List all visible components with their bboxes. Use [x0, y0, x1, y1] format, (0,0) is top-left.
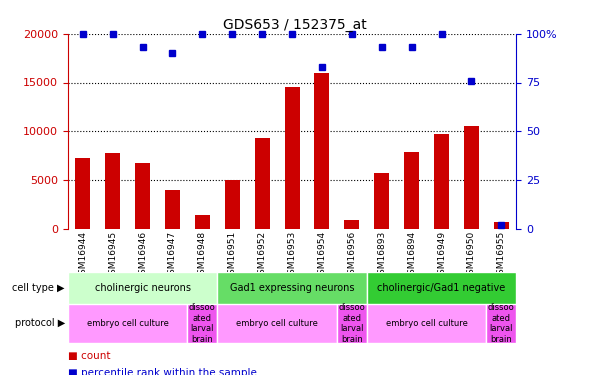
Bar — [337, 304, 367, 343]
Bar — [188, 304, 217, 343]
Text: GSM16949: GSM16949 — [437, 231, 446, 280]
Text: GSM16945: GSM16945 — [108, 231, 117, 280]
Bar — [314, 73, 329, 229]
Text: GSM16893: GSM16893 — [377, 231, 386, 280]
Bar — [217, 272, 367, 304]
Text: GDS653 / 152375_at: GDS653 / 152375_at — [223, 18, 367, 32]
Text: cell type ▶: cell type ▶ — [12, 283, 65, 293]
Bar — [284, 87, 300, 229]
Text: ■ count: ■ count — [68, 351, 110, 361]
Text: GSM16948: GSM16948 — [198, 231, 207, 280]
Bar — [217, 304, 337, 343]
Bar — [255, 138, 270, 229]
Text: GSM16946: GSM16946 — [138, 231, 147, 280]
Text: ■ percentile rank within the sample: ■ percentile rank within the sample — [68, 368, 257, 375]
Text: GSM16953: GSM16953 — [287, 231, 297, 280]
Text: GSM16944: GSM16944 — [78, 231, 87, 280]
Bar — [464, 126, 479, 229]
Text: GSM16894: GSM16894 — [407, 231, 416, 280]
Text: GSM16950: GSM16950 — [467, 231, 476, 280]
Text: GSM16955: GSM16955 — [497, 231, 506, 280]
Bar — [195, 215, 210, 229]
Text: GSM16947: GSM16947 — [168, 231, 177, 280]
Text: GSM16956: GSM16956 — [348, 231, 356, 280]
Bar — [434, 134, 449, 229]
Text: cholinergic/Gad1 negative: cholinergic/Gad1 negative — [378, 283, 506, 293]
Text: dissoo
ated
larval
brain: dissoo ated larval brain — [339, 303, 365, 344]
Bar — [165, 190, 180, 229]
Bar — [68, 272, 217, 304]
Bar — [494, 222, 509, 229]
Text: GSM16954: GSM16954 — [317, 231, 326, 280]
Bar — [404, 152, 419, 229]
Bar — [225, 180, 240, 229]
Bar — [345, 220, 359, 229]
Bar — [68, 304, 188, 343]
Text: protocol ▶: protocol ▶ — [15, 318, 65, 328]
Bar — [367, 304, 486, 343]
Bar — [486, 304, 516, 343]
Text: cholinergic neurons: cholinergic neurons — [94, 283, 191, 293]
Text: dissoo
ated
larval
brain: dissoo ated larval brain — [488, 303, 514, 344]
Text: Gad1 expressing neurons: Gad1 expressing neurons — [230, 283, 355, 293]
Text: embryo cell culture: embryo cell culture — [87, 319, 169, 328]
Bar — [367, 272, 516, 304]
Bar — [76, 158, 90, 229]
Bar — [105, 153, 120, 229]
Bar — [374, 173, 389, 229]
Text: embryo cell culture: embryo cell culture — [236, 319, 318, 328]
Text: dissoo
ated
larval
brain: dissoo ated larval brain — [189, 303, 216, 344]
Text: GSM16951: GSM16951 — [228, 231, 237, 280]
Bar — [135, 164, 150, 229]
Text: embryo cell culture: embryo cell culture — [386, 319, 467, 328]
Text: GSM16952: GSM16952 — [258, 231, 267, 280]
